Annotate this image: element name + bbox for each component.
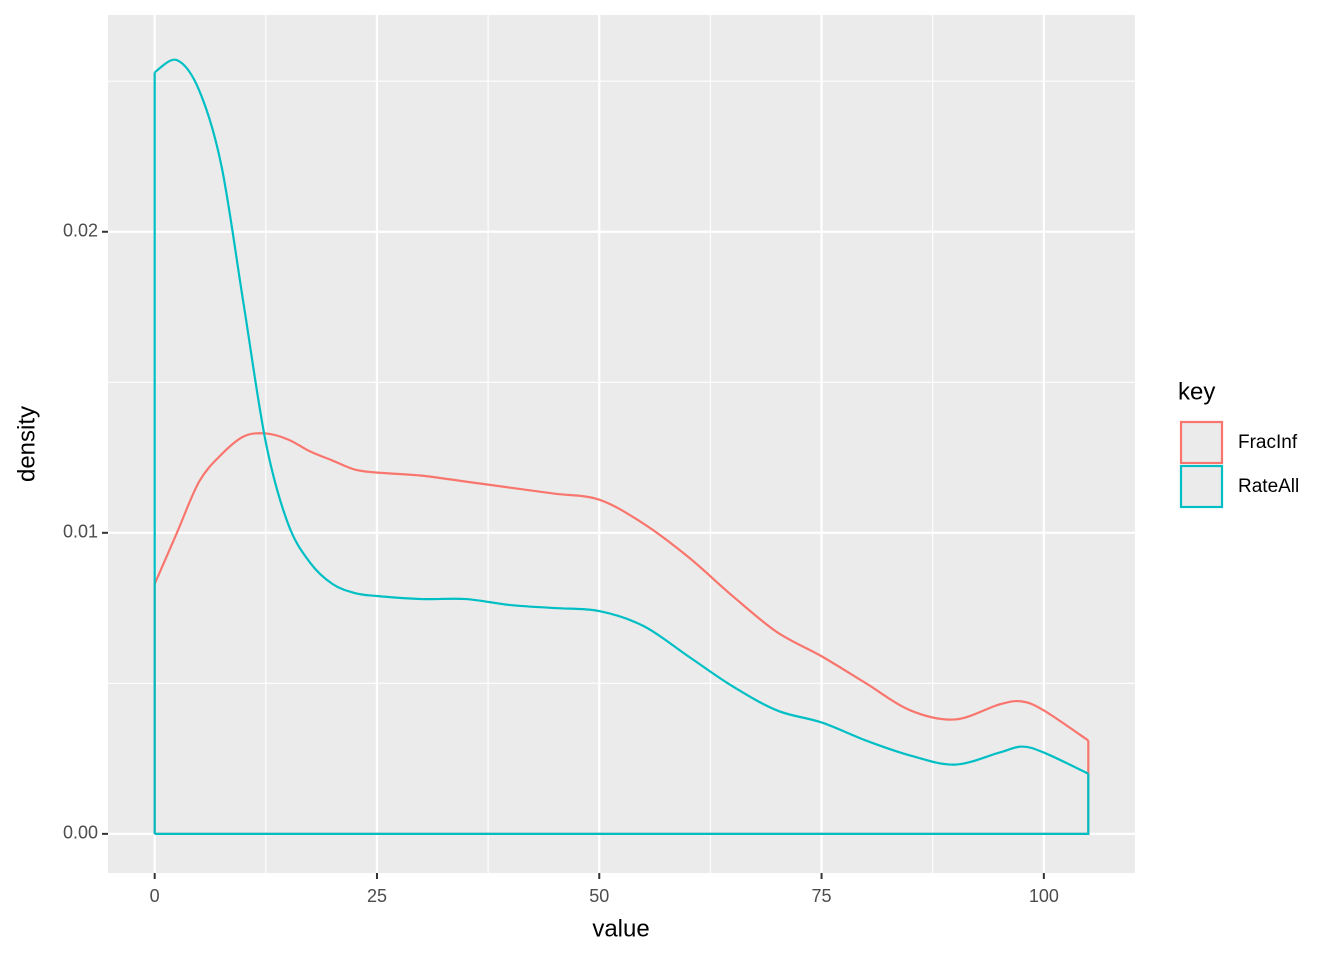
y-tick-label: 0.02 bbox=[63, 221, 98, 241]
x-tick-label: 100 bbox=[1029, 886, 1059, 906]
y-tick-label: 0.00 bbox=[63, 823, 98, 843]
legend: FracInf RateAll bbox=[1179, 420, 1299, 509]
x-tick-label: 25 bbox=[367, 886, 387, 906]
legend-key bbox=[1179, 420, 1224, 465]
x-tick-label: 50 bbox=[589, 886, 609, 906]
legend-label: FracInf bbox=[1238, 432, 1298, 453]
density-outline bbox=[153, 72, 1090, 835]
curves bbox=[153, 58, 1090, 835]
panel bbox=[108, 15, 1135, 873]
y-axis-title: density bbox=[13, 406, 40, 482]
y-tick-label: 0.01 bbox=[63, 522, 98, 542]
legend-key bbox=[1179, 464, 1224, 509]
legend-title: key bbox=[1178, 378, 1215, 405]
density-curve bbox=[154, 58, 1089, 775]
x-tick-label: 75 bbox=[812, 886, 832, 906]
x-axis-title: value bbox=[592, 915, 649, 942]
x-tick-label: 0 bbox=[150, 886, 160, 906]
density-curve bbox=[153, 432, 1089, 742]
legend-label: RateAll bbox=[1238, 476, 1299, 497]
